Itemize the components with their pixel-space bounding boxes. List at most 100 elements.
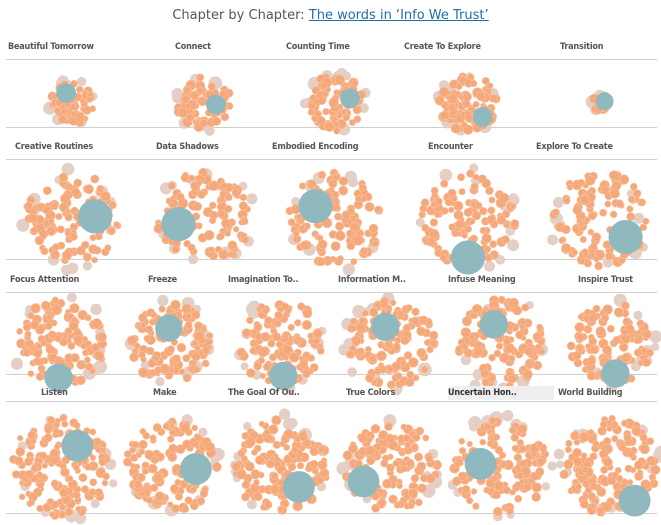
key-word-bubble[interactable] [61, 429, 94, 462]
word-bubble [508, 426, 517, 435]
chapter-panel-beautiful-tomorrow[interactable]: Beautiful Tomorrow [8, 40, 136, 144]
word-bubble [184, 102, 192, 110]
key-word-bubble[interactable] [618, 484, 651, 517]
chapter-panel-creative-routines[interactable]: Creative Routines [8, 140, 136, 276]
chapter-panel-embodied-encoding[interactable]: Embodied Encoding [272, 140, 400, 276]
word-bubble [181, 505, 190, 513]
word-bubble [426, 237, 436, 247]
chapter-panel-the-goal-of-ou[interactable]: The Goal Of Ou.. [228, 386, 334, 525]
word-bubble [184, 321, 193, 330]
key-word-bubble[interactable] [269, 361, 298, 391]
key-word-bubble[interactable] [56, 83, 77, 104]
key-word-bubble[interactable] [180, 453, 212, 485]
chapter-panel-freeze[interactable]: Freeze [118, 273, 224, 392]
chapter-panel-counting-time[interactable]: Counting Time [272, 40, 400, 144]
key-word-bubble[interactable] [44, 363, 73, 392]
word-bubble [123, 450, 132, 458]
chapter-panel-transition[interactable]: Transition [536, 40, 661, 144]
chapter-panel-inspire-trust[interactable]: Inspire Trust [558, 273, 661, 393]
word-bubble [317, 170, 327, 180]
key-word-bubble[interactable] [371, 312, 400, 342]
word-bubble [458, 437, 466, 445]
word-bubble [61, 250, 73, 261]
word-bubble [59, 337, 68, 347]
word-bubble [629, 466, 637, 474]
word-bubble [46, 313, 53, 321]
chapter-title: Transition [560, 42, 604, 52]
chapter-panel-imagination-to[interactable]: Imagination To.. [228, 273, 334, 394]
word-bubble [15, 446, 26, 457]
word-bubble [309, 459, 319, 469]
word-bubble-cluster [299, 68, 371, 136]
book-link[interactable]: The words in ‘Info We Trust’ [308, 8, 489, 23]
chapter-panel-information-m[interactable]: Information M.. [338, 273, 444, 396]
word-bubble [239, 193, 248, 202]
key-word-bubble[interactable] [155, 314, 183, 342]
key-word-bubble[interactable] [340, 88, 360, 109]
word-bubble [492, 433, 501, 441]
key-word-bubble[interactable] [161, 207, 196, 242]
word-bubble [386, 380, 396, 389]
word-bubble [298, 182, 307, 190]
word-bubble-cluster [229, 408, 330, 515]
word-bubble [415, 498, 423, 507]
word-bubble [591, 232, 602, 242]
key-word-bubble[interactable] [595, 92, 614, 111]
word-bubble [207, 82, 217, 91]
word-bubble [537, 337, 546, 346]
key-word-bubble[interactable] [464, 448, 497, 480]
key-word-bubble[interactable] [608, 219, 643, 255]
word-bubble [358, 433, 368, 444]
word-bubble [180, 173, 190, 183]
chapter-panel-data-shadows[interactable]: Data Shadows [140, 140, 268, 276]
chapter-panel-encounter[interactable]: Encounter [404, 140, 532, 276]
chapter-panel-make[interactable]: Make [118, 386, 225, 525]
word-bubble [515, 330, 524, 340]
rare-word-bubble [553, 448, 565, 460]
chapter-panel-connect[interactable]: Connect [140, 40, 268, 144]
word-bubble [649, 479, 659, 489]
word-bubble [480, 369, 490, 379]
word-bubble [368, 354, 377, 364]
word-bubble [484, 253, 493, 262]
word-bubble [258, 303, 265, 310]
chapter-panel-true-colors[interactable]: True Colors [336, 386, 444, 525]
chapter-panel-create-to-explore[interactable]: Create To Explore [404, 40, 532, 144]
word-bubble [264, 500, 273, 509]
word-bubble [464, 114, 474, 123]
key-word-bubble[interactable] [450, 240, 486, 275]
word-bubble [91, 256, 98, 264]
word-bubble [360, 247, 369, 256]
key-word-bubble[interactable] [283, 471, 315, 503]
chapter-panel-uncertain-hon[interactable]: Uncertain Hon.. [447, 386, 557, 525]
word-bubble [259, 372, 266, 380]
word-bubble [532, 332, 542, 341]
word-bubble [231, 462, 241, 472]
key-word-bubble[interactable] [601, 359, 630, 388]
chapter-panel-infuse-meaning[interactable]: Infuse Meaning [448, 273, 554, 395]
chapter-panel-world-building[interactable]: World Building [553, 386, 661, 525]
chapter-panel-focus-attention[interactable]: Focus Attention [8, 273, 114, 393]
word-bubble [89, 478, 98, 487]
key-word-bubble[interactable] [479, 310, 509, 339]
chapter-panel-listen[interactable]: Listen [8, 386, 118, 525]
word-bubble [520, 365, 528, 373]
word-bubble [169, 484, 180, 494]
key-word-bubble[interactable] [347, 465, 380, 498]
key-word-bubble[interactable] [298, 189, 333, 224]
word-bubble [333, 127, 341, 135]
key-word-bubble[interactable] [205, 94, 226, 115]
word-bubble [126, 335, 138, 346]
word-bubble [606, 324, 615, 333]
word-bubble [224, 229, 232, 237]
key-word-bubble[interactable] [472, 107, 493, 127]
word-bubble [27, 499, 35, 507]
word-bubble [416, 461, 427, 472]
word-bubble [604, 252, 614, 261]
chapter-panel-explore-to-create[interactable]: Explore To Create [536, 140, 661, 276]
word-bubble-cluster [585, 89, 614, 116]
key-word-bubble[interactable] [77, 199, 113, 234]
word-bubble [448, 103, 457, 112]
word-bubble [470, 488, 478, 495]
chapter-title: Make [153, 388, 177, 398]
